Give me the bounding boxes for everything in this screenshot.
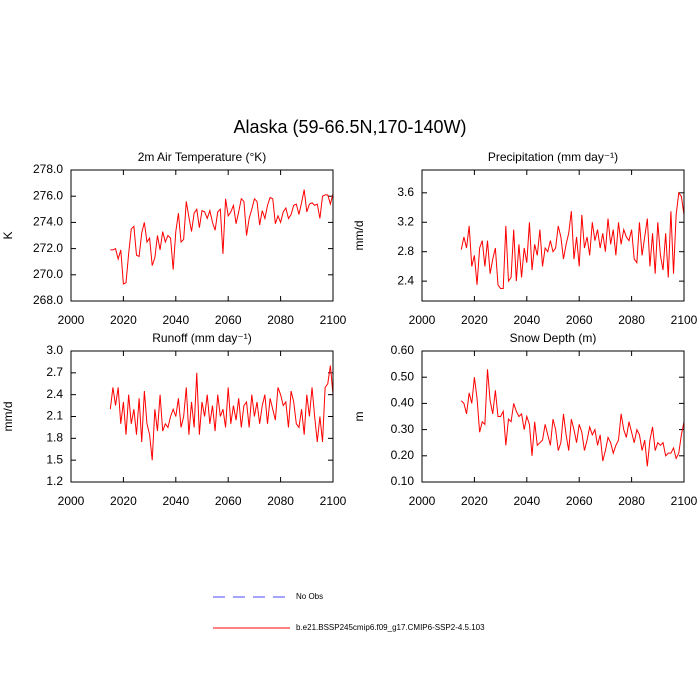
- x-tick-label: 2020: [110, 494, 137, 508]
- y-tick-label: 272.0: [33, 241, 63, 255]
- x-tick-label: 2000: [58, 494, 85, 508]
- x-tick-label: 2020: [110, 313, 137, 327]
- data-line: [109, 365, 334, 461]
- x-tick-label: 2040: [162, 494, 189, 508]
- y-tick-label: 0.10: [391, 474, 415, 488]
- plot-frame: [421, 169, 685, 302]
- y-tick-label: 2.1: [46, 409, 63, 423]
- y-tick-label: 1.2: [46, 474, 63, 488]
- x-tick-label: 2060: [566, 313, 593, 327]
- y-axis-label: K: [1, 231, 15, 239]
- y-tick-label: 268.0: [33, 293, 63, 307]
- x-tick-label: 2080: [267, 313, 294, 327]
- y-tick-label: 0.60: [391, 343, 415, 357]
- x-tick-label: 2100: [671, 494, 698, 508]
- data-line: [460, 369, 685, 467]
- legend-label: No Obs: [296, 592, 323, 601]
- x-tick-label: 2040: [162, 313, 189, 327]
- x-tick-label: 2060: [566, 494, 593, 508]
- y-tick-label: 3.6: [397, 185, 414, 199]
- y-tick-label: 278.0: [33, 162, 63, 176]
- x-tick-label: 2040: [513, 313, 540, 327]
- panel-title: 2m Air Temperature (°K): [138, 150, 267, 164]
- y-tick-label: 276.0: [33, 188, 63, 202]
- panel-title: Snow Depth (m): [510, 331, 597, 345]
- y-tick-label: 2.8: [397, 244, 414, 258]
- x-tick-label: 2060: [215, 494, 242, 508]
- plot-frame: [421, 350, 685, 483]
- y-axis-label: mm/d: [1, 402, 15, 432]
- y-tick-label: 274.0: [33, 215, 63, 229]
- panel-title: Runoff (mm day⁻¹): [152, 331, 251, 345]
- y-tick-label: 1.5: [46, 452, 63, 466]
- data-line: [460, 191, 685, 289]
- legend-label: b.e21.BSSP245cmip6.f09_g17.CMIP6-SSP2-4.…: [296, 623, 485, 632]
- plot-frame: [70, 350, 334, 483]
- x-tick-label: 2080: [618, 494, 645, 508]
- x-tick-label: 2020: [461, 494, 488, 508]
- y-tick-label: 0.30: [391, 422, 415, 436]
- x-tick-label: 2000: [409, 494, 436, 508]
- x-tick-label: 2080: [618, 313, 645, 327]
- panel-title: Precipitation (mm day⁻¹): [488, 150, 618, 164]
- x-tick-label: 2040: [513, 494, 540, 508]
- y-tick-label: 3.0: [46, 343, 63, 357]
- data-line: [110, 189, 334, 285]
- x-tick-label: 2100: [320, 313, 347, 327]
- y-tick-label: 0.40: [391, 396, 415, 410]
- x-tick-label: 2080: [267, 494, 294, 508]
- plot-frame: [70, 169, 334, 302]
- y-tick-label: 270.0: [33, 267, 63, 281]
- y-tick-label: 3.2: [397, 214, 414, 228]
- x-tick-label: 2060: [215, 313, 242, 327]
- y-tick-label: 2.7: [46, 365, 63, 379]
- y-axis-label: m: [352, 412, 366, 422]
- y-tick-label: 0.50: [391, 369, 415, 383]
- x-tick-label: 2000: [409, 313, 436, 327]
- y-tick-label: 2.4: [46, 387, 63, 401]
- x-tick-label: 2100: [320, 494, 347, 508]
- x-tick-label: 2000: [58, 313, 85, 327]
- x-tick-label: 2020: [461, 313, 488, 327]
- y-axis-label: mm/d: [352, 221, 366, 251]
- y-tick-label: 0.20: [391, 448, 415, 462]
- y-tick-label: 2.4: [397, 273, 414, 287]
- y-tick-label: 1.8: [46, 431, 63, 445]
- x-tick-label: 2100: [671, 313, 698, 327]
- figure-title: Alaska (59-66.5N,170-140W): [233, 117, 466, 137]
